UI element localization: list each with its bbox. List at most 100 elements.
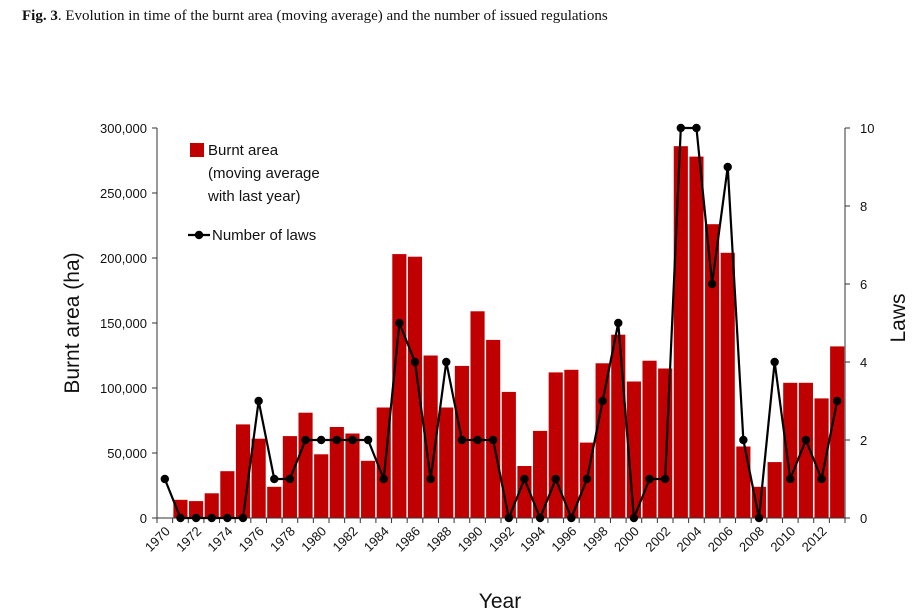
laws-point-1997 [582,474,592,484]
laws-point-1979 [301,435,310,445]
laws-point-2006 [723,162,732,172]
laws-point-1985 [395,318,404,328]
bar-2006 [720,252,735,519]
laws-point-1978 [285,474,295,484]
x-tick-label: 2010 [767,524,798,555]
bar-1973 [204,493,219,518]
x-tick-label: 1980 [298,524,329,555]
y-tick-label: 100,000 [100,381,147,396]
x-tick-label: 1984 [361,524,392,555]
laws-point-1973 [207,513,216,523]
laws-point-2004 [692,123,701,133]
y2-tick-label: 4 [860,355,867,370]
bar-1992 [501,391,516,518]
x-tick-label: 1976 [236,524,267,555]
y-tick-label: 0 [140,511,147,526]
axes [152,127,850,523]
x-tick-label: 2008 [736,524,767,555]
bar-2012 [814,398,829,518]
legend-label-burnt-area: Burnt area [208,142,279,159]
laws-point-1996 [567,513,576,523]
bar-1995 [548,372,563,518]
x-tick-label: 2006 [705,524,736,555]
x-tick-label: 1972 [173,524,204,555]
laws-point-1971 [176,513,185,523]
legend-label-number-of-laws: Number of laws [212,227,316,244]
bar-2008 [751,486,767,518]
bar-2004 [689,156,704,518]
bar-2013 [830,346,845,518]
x-tick-label: 1998 [580,524,611,555]
bar-1999 [611,334,626,518]
bar-1990 [470,311,485,518]
bar-2010 [783,382,798,518]
laws-point-1984 [379,474,388,484]
laws-point-1990 [473,435,482,445]
laws-point-1986 [410,357,420,367]
laws-point-2008 [754,513,764,523]
laws-point-2003 [676,123,686,133]
bar-2009 [767,462,782,518]
laws-point-2011 [801,435,811,445]
laws-point-1970 [160,474,170,484]
x-tick-label: 1988 [423,524,454,555]
y2-tick-label: 8 [860,199,867,214]
x-tick-label: 1992 [486,524,517,555]
figure-label: Fig. 3 [22,8,58,24]
bar-2001 [642,360,657,518]
x-tick-label: 1982 [330,524,361,555]
y2-axis-title: Laws [887,293,910,342]
bar-1982 [345,433,360,518]
legend-label-burnt-area: (moving average [208,165,320,182]
laws-point-1989 [457,435,467,445]
laws-point-1983 [363,435,373,445]
laws-point-2013 [832,396,842,406]
x-tick-label: 1990 [455,524,486,555]
y-tick-label: 150,000 [100,316,147,331]
laws-point-1994 [535,513,545,523]
bar-1975 [235,424,251,518]
bar-1981 [329,427,344,518]
laws-point-2007 [739,435,748,445]
x-tick-label: 1974 [204,524,235,555]
laws-point-1995 [551,474,560,484]
x-tick-label: 1994 [517,524,548,555]
bar-2011 [798,382,813,518]
bar-series [173,146,845,519]
laws-point-1980 [316,435,326,445]
bar-1996 [564,369,579,518]
x-axis-title: Year [479,590,521,613]
bar-1980 [314,454,329,518]
x-tick-label: 1996 [548,524,579,555]
bar-1994 [533,430,548,518]
bar-1991 [486,339,501,518]
bar-2005 [705,224,720,518]
x-tick-label: 1978 [267,524,298,555]
y-tick-label: 50,000 [107,446,147,461]
laws-point-1977 [270,474,279,484]
x-tick-label: 2004 [674,524,705,555]
y2-tick-label: 2 [860,433,867,448]
bar-1983 [361,460,376,518]
legend-swatch-laws-marker [194,230,204,240]
laws-point-2010 [786,474,795,484]
figure-caption: Fig. 3. Evolution in time of the burnt a… [22,8,608,25]
bar-1977 [267,486,282,518]
legend: Burnt area (moving average with last year)… [188,142,320,244]
legend-swatch-burnt-area [190,143,204,157]
laws-point-1976 [254,396,263,406]
bar-1971 [173,499,188,518]
laws-point-2009 [770,357,779,367]
laws-point-1992 [504,513,514,523]
x-tick-label: 1970 [142,524,173,555]
x-tick-label: 1986 [392,524,423,555]
legend-label-burnt-area: with last year) [207,188,301,205]
y-tick-label: 250,000 [100,186,147,201]
y-axis-title: Burnt area (ha) [61,252,84,393]
y-tick-label: 300,000 [100,121,147,136]
bar-2003 [673,146,688,518]
laws-point-2012 [817,474,826,484]
figure-caption-text: . Evolution in time of the burnt area (m… [57,8,608,24]
laws-point-1993 [520,474,529,484]
